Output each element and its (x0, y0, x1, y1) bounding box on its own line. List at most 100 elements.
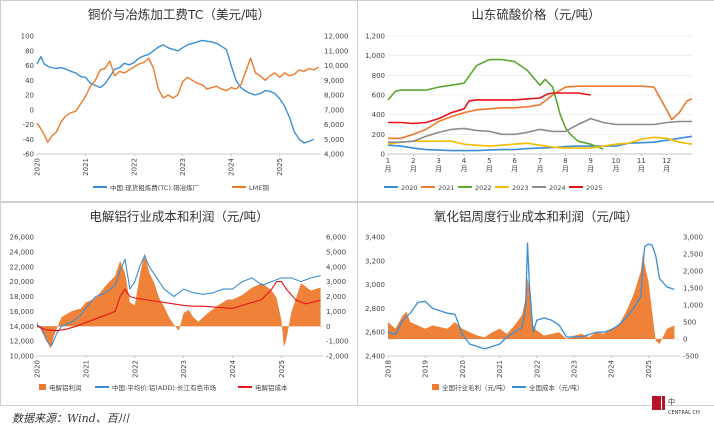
series-line (388, 92, 591, 125)
y-tick-label: -20 (23, 121, 34, 129)
legend-label: 电解铝成本 (255, 383, 288, 392)
y2-tick-label: 4,000 (324, 151, 344, 159)
series-line (387, 135, 693, 152)
legend-swatch (432, 384, 439, 390)
y2-tick-label: 1,500 (683, 285, 703, 293)
x-tick-label: 2025 (278, 360, 286, 378)
y-tick-label: 800 (372, 72, 385, 80)
legend-label: 2022 (475, 184, 492, 192)
x-tick-label: 2022 (533, 360, 541, 378)
y-tick-label: -60 (23, 151, 34, 159)
legend-label: 电解铝利润 (49, 383, 82, 392)
chart-panel-aluminum-cost: 电解铝行业成本和利润（元/吨） 26,000 24,000 22,000 20,000 1… (0, 202, 358, 406)
chart-title: 山东硫酸价格（元/吨） (471, 7, 600, 22)
x-tick-label: 8 (563, 157, 567, 165)
y-tick-label: 18,000 (10, 293, 35, 301)
legend-label: 2023 (512, 184, 529, 192)
y2-tick-label: 6,000 (324, 121, 344, 129)
y-tick-label: 100 (21, 33, 34, 41)
x-tick-label: 月 (461, 165, 468, 173)
series-line (36, 281, 321, 332)
company-logo: 中 CENTRAL CH (652, 396, 700, 416)
y2-tick-label: 1,000 (683, 302, 703, 310)
x-tick-label: 2 (411, 157, 415, 165)
legend-label: 2021 (438, 184, 455, 192)
x-tick-label: 月 (562, 165, 569, 173)
x-tick-label: 3 (436, 157, 440, 165)
y2-tick-label: 11,000 (324, 47, 349, 55)
y2-tick-label: -2,000 (326, 353, 349, 361)
x-tick-label: 2020 (34, 360, 42, 378)
x-tick-label: 2024 (229, 359, 237, 377)
y2-tick-label: 5,000 (324, 136, 344, 144)
legend-label: LME铜 (249, 183, 269, 192)
x-tick-label: 2025 (276, 158, 284, 176)
x-tick-label: 2019 (422, 360, 430, 378)
y-tick-label: 40 (25, 77, 34, 85)
y-tick-label: 60 (25, 62, 34, 70)
y2-tick-label: 5,000 (326, 248, 346, 256)
x-tick-label: 9 (588, 157, 592, 165)
x-tick-label: 2024 (228, 157, 236, 175)
y-tick-label: 16,000 (10, 308, 35, 316)
x-tick-label: 2021 (82, 360, 90, 378)
y-tick-label: 2,600 (365, 329, 385, 337)
x-tick-label: 5 (487, 157, 491, 165)
x-tick-label: 6 (512, 157, 517, 165)
y-tick-label: 0 (381, 151, 385, 159)
chart-sulfuric-acid: 山东硫酸价格（元/吨）1,2001,00080060040020001月2月3月… (365, 7, 693, 192)
y-tick-label: 80 (25, 47, 34, 55)
series-line (387, 136, 693, 149)
series-area (388, 254, 675, 345)
chart-copy-tc: 铜价与冶炼加工费TC（美元/吨） 100 80 60 40 20 0 -20 -40 -60 12,… (21, 7, 349, 192)
x-tick-label: 月 (385, 165, 392, 173)
x-tick-label: 月 (613, 165, 620, 173)
x-tick-label: 11 (637, 157, 646, 165)
y-tick-label: 1,200 (365, 33, 385, 41)
series-line (36, 57, 319, 143)
y-tick-label: 400 (372, 111, 385, 119)
x-tick-label: 2022 (131, 158, 139, 176)
y-tick-label: 14,000 (10, 323, 35, 331)
series-line (388, 85, 693, 140)
x-tick-label: 2023 (179, 158, 187, 176)
x-tick-label: 10 (612, 157, 621, 165)
y-tick-label: 600 (372, 92, 385, 100)
y2-tick-label: -1,000 (326, 338, 349, 346)
y2-tick-label: 9,000 (324, 77, 344, 85)
y-tick-label: 20,000 (10, 278, 35, 286)
chart-title: 电解铝行业成本和利润（元/吨） (89, 209, 268, 224)
legend-swatch (39, 384, 46, 390)
x-tick-label: 2024 (608, 359, 616, 377)
y-tick-label: 200 (372, 131, 385, 139)
y-tick-label: 2,400 (365, 353, 385, 361)
x-tick-label: 月 (537, 165, 544, 173)
y-tick-label: 26,000 (10, 234, 35, 242)
legend-label: 全国行业毛利（元/吨） (442, 383, 509, 392)
y2-tick-label: 3,000 (683, 234, 703, 242)
y-tick-label: 24,000 (10, 248, 35, 256)
x-tick-label: 2022 (131, 360, 139, 378)
chart-aluminum-cost: 电解铝行业成本和利润（元/吨） 26,000 24,000 22,000 20,000 1… (10, 209, 349, 392)
y-tick-label: 10,000 (10, 353, 35, 361)
series-line (36, 255, 321, 347)
series-line (36, 39, 314, 144)
x-tick-label: 月 (435, 165, 442, 173)
chart-title: 氧化铝周度行业成本和利润（元/吨） (434, 209, 638, 224)
legend-label: 中国:平均价:铝(ADD):长江有色市场 (112, 383, 217, 392)
chart-alumina-cost: 氧化铝周度行业成本和利润（元/吨） 3,400 3,200 3,000 2,800 2,6… (365, 209, 703, 392)
x-tick-label: 2025 (645, 360, 653, 378)
x-tick-label: 月 (587, 165, 594, 173)
y2-tick-label: 0 (683, 336, 687, 344)
y2-tick-label: 2,500 (683, 251, 703, 259)
y-tick-label: 20 (25, 92, 34, 100)
x-tick-label: 月 (511, 165, 518, 173)
x-tick-label: 2020 (459, 360, 467, 378)
x-tick-label: 2018 (385, 360, 393, 378)
y-tick-label: 3,000 (365, 281, 385, 289)
y-tick-label: 1,000 (365, 52, 385, 60)
legend-label: 2024 (549, 184, 566, 192)
svg-text:CENTRAL CH: CENTRAL CH (668, 410, 700, 416)
y-tick-label: 0 (30, 106, 34, 114)
x-tick-label: 2021 (496, 360, 504, 378)
